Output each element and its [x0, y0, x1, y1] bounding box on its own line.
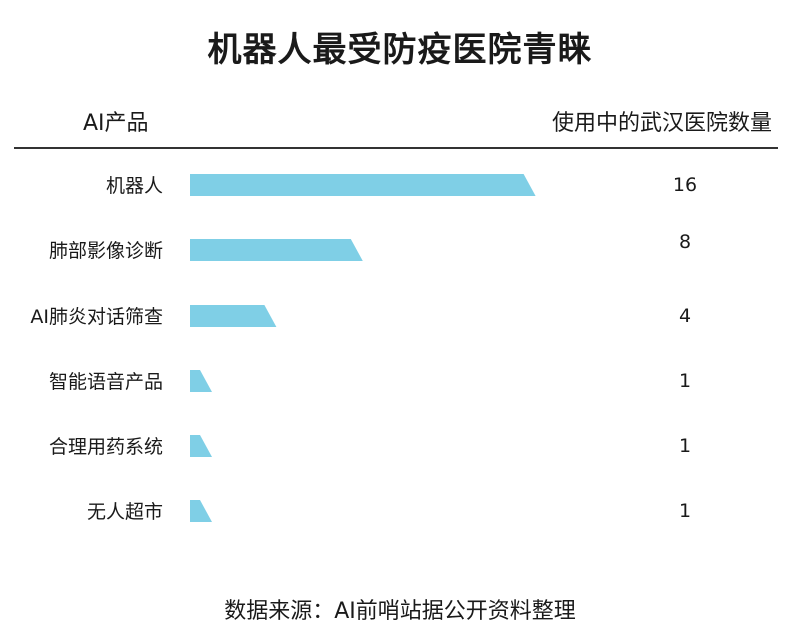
data-source-note: 数据来源：AI前哨站据公开资料整理 — [224, 599, 576, 624]
bar — [190, 370, 212, 392]
category-label: AI肺炎对话筛查 — [30, 306, 163, 328]
value-label: 8 — [679, 231, 691, 253]
category-label: 肺部影像诊断 — [49, 240, 163, 262]
bar — [190, 500, 212, 522]
category-label: 无人超市 — [87, 501, 163, 523]
bar — [190, 435, 212, 457]
bar — [190, 239, 363, 261]
bar — [190, 174, 536, 196]
value-column-header: 使用中的武汉医院数量 — [551, 111, 772, 136]
category-label: 合理用药系统 — [49, 436, 163, 458]
category-label: 机器人 — [106, 175, 163, 197]
category-label: 智能语音产品 — [49, 371, 163, 393]
header-divider — [14, 147, 778, 149]
chart-title: 机器人最受防疫医院青睐 — [207, 30, 593, 70]
value-label: 1 — [679, 435, 691, 457]
value-label: 1 — [679, 500, 691, 522]
value-label: 1 — [679, 370, 691, 392]
value-label: 4 — [679, 305, 691, 327]
category-column-header: AI产品 — [83, 111, 149, 136]
value-label: 16 — [673, 174, 697, 196]
bar — [190, 305, 277, 327]
